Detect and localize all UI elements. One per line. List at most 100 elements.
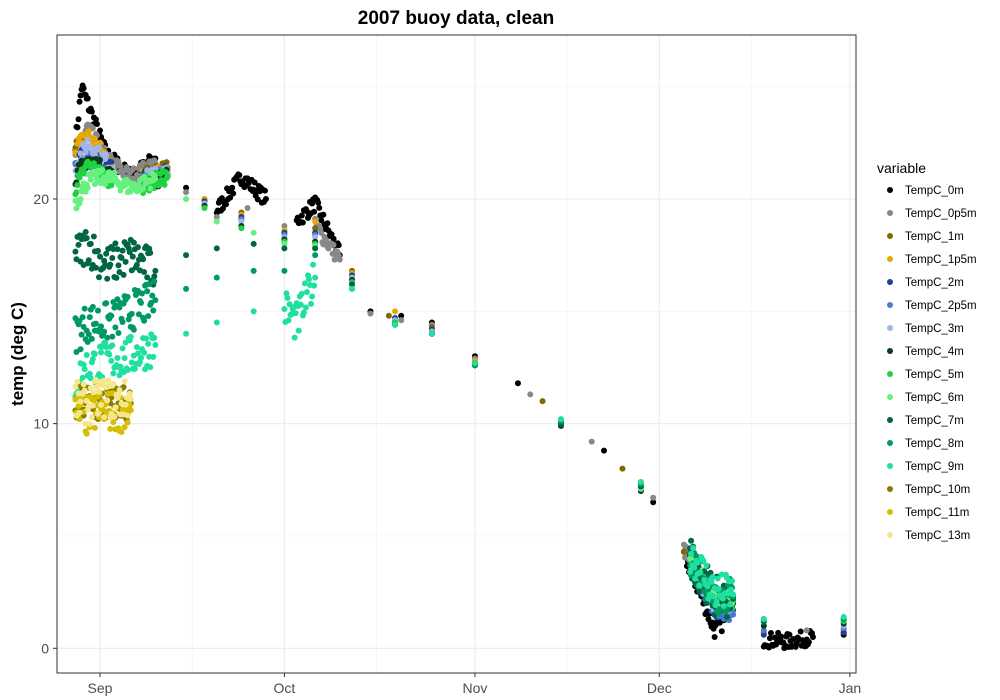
- data-point: [149, 292, 156, 299]
- data-point: [124, 293, 131, 300]
- data-point: [309, 293, 316, 300]
- data-point: [82, 229, 89, 236]
- data-point: [715, 585, 722, 592]
- legend-title: variable: [877, 160, 926, 176]
- data-point: [183, 184, 190, 191]
- data-point: [291, 334, 298, 341]
- data-point: [97, 253, 104, 260]
- data-point: [94, 410, 101, 417]
- data-point: [514, 380, 521, 387]
- data-point: [107, 425, 114, 432]
- data-point: [320, 211, 327, 218]
- data-point: [250, 308, 257, 315]
- legend-item: TempC_5m: [887, 369, 964, 381]
- data-point: [250, 240, 257, 247]
- data-point: [140, 256, 147, 263]
- data-point: [262, 195, 269, 202]
- data-point: [300, 309, 307, 316]
- data-point: [335, 242, 342, 249]
- data-point: [73, 189, 80, 196]
- data-point: [133, 261, 140, 268]
- x-tick-label: Oct: [274, 680, 296, 696]
- data-point: [88, 414, 95, 421]
- data-point: [128, 310, 135, 317]
- series-TempC_8m: [72, 252, 847, 623]
- data-point: [99, 167, 106, 174]
- data-point: [601, 447, 608, 454]
- data-point: [91, 135, 98, 142]
- series-TempC_13m: [72, 377, 134, 428]
- data-point: [254, 196, 261, 203]
- data-point: [144, 274, 151, 281]
- data-point: [122, 258, 129, 265]
- data-point: [102, 156, 109, 163]
- data-point: [108, 357, 115, 364]
- data-point: [161, 181, 168, 188]
- data-point: [680, 548, 687, 555]
- data-point: [72, 384, 79, 391]
- series-TempC_4m: [72, 155, 847, 629]
- data-point: [116, 387, 123, 394]
- data-point: [713, 598, 720, 605]
- data-point: [710, 593, 717, 600]
- data-point: [74, 182, 81, 189]
- data-point: [80, 361, 87, 368]
- data-point: [392, 321, 399, 328]
- series-TempC_3m: [72, 136, 847, 629]
- data-point: [91, 350, 98, 357]
- data-point: [250, 267, 257, 274]
- data-point: [147, 185, 154, 192]
- data-point: [135, 311, 142, 318]
- data-point: [152, 175, 159, 182]
- data-point: [251, 179, 258, 186]
- series-TempC_9m: [72, 261, 847, 623]
- data-point: [93, 383, 100, 390]
- legend-label: TempC_0m: [905, 185, 964, 197]
- data-point: [349, 281, 356, 288]
- data-point: [336, 256, 343, 263]
- data-point: [95, 144, 102, 151]
- data-point: [79, 374, 86, 381]
- data-point: [704, 583, 711, 590]
- data-point: [131, 365, 138, 372]
- data-point: [281, 267, 288, 274]
- legend-key: [887, 233, 893, 239]
- legend-key: [887, 348, 893, 354]
- data-point: [75, 116, 82, 123]
- data-point: [213, 274, 220, 281]
- x-tick-label: Dec: [647, 680, 672, 696]
- data-point: [83, 351, 90, 358]
- data-point: [295, 327, 302, 334]
- data-point: [98, 349, 105, 356]
- axes: Sep Oct Nov Dec Jan 0 10 20: [33, 191, 861, 696]
- data-point: [91, 151, 98, 158]
- legend-label: TempC_2m: [905, 277, 964, 289]
- data-point: [124, 419, 131, 426]
- data-point: [119, 247, 126, 254]
- data-point: [143, 335, 150, 342]
- legend-item: TempC_1p5m: [887, 254, 977, 266]
- data-point: [687, 568, 694, 575]
- data-point: [101, 328, 108, 335]
- data-point: [760, 616, 767, 623]
- data-point: [213, 319, 220, 326]
- data-point: [315, 199, 322, 206]
- data-point: [126, 249, 133, 256]
- series-TempC_2p5m: [72, 151, 847, 634]
- data-point: [124, 367, 131, 374]
- data-point: [692, 575, 699, 582]
- data-point: [103, 300, 110, 307]
- data-point: [238, 218, 245, 225]
- data-point: [98, 323, 105, 330]
- data-point: [74, 378, 81, 385]
- data-point: [74, 124, 81, 131]
- data-point: [92, 116, 99, 123]
- data-point: [76, 409, 83, 416]
- legend-item: TempC_4m: [887, 346, 964, 358]
- data-point: [147, 364, 154, 371]
- legend-item: TempC_7m: [887, 415, 964, 427]
- data-point: [281, 240, 288, 247]
- data-point: [349, 285, 356, 292]
- legend-label: TempC_1m: [905, 231, 964, 243]
- data-point: [151, 334, 158, 341]
